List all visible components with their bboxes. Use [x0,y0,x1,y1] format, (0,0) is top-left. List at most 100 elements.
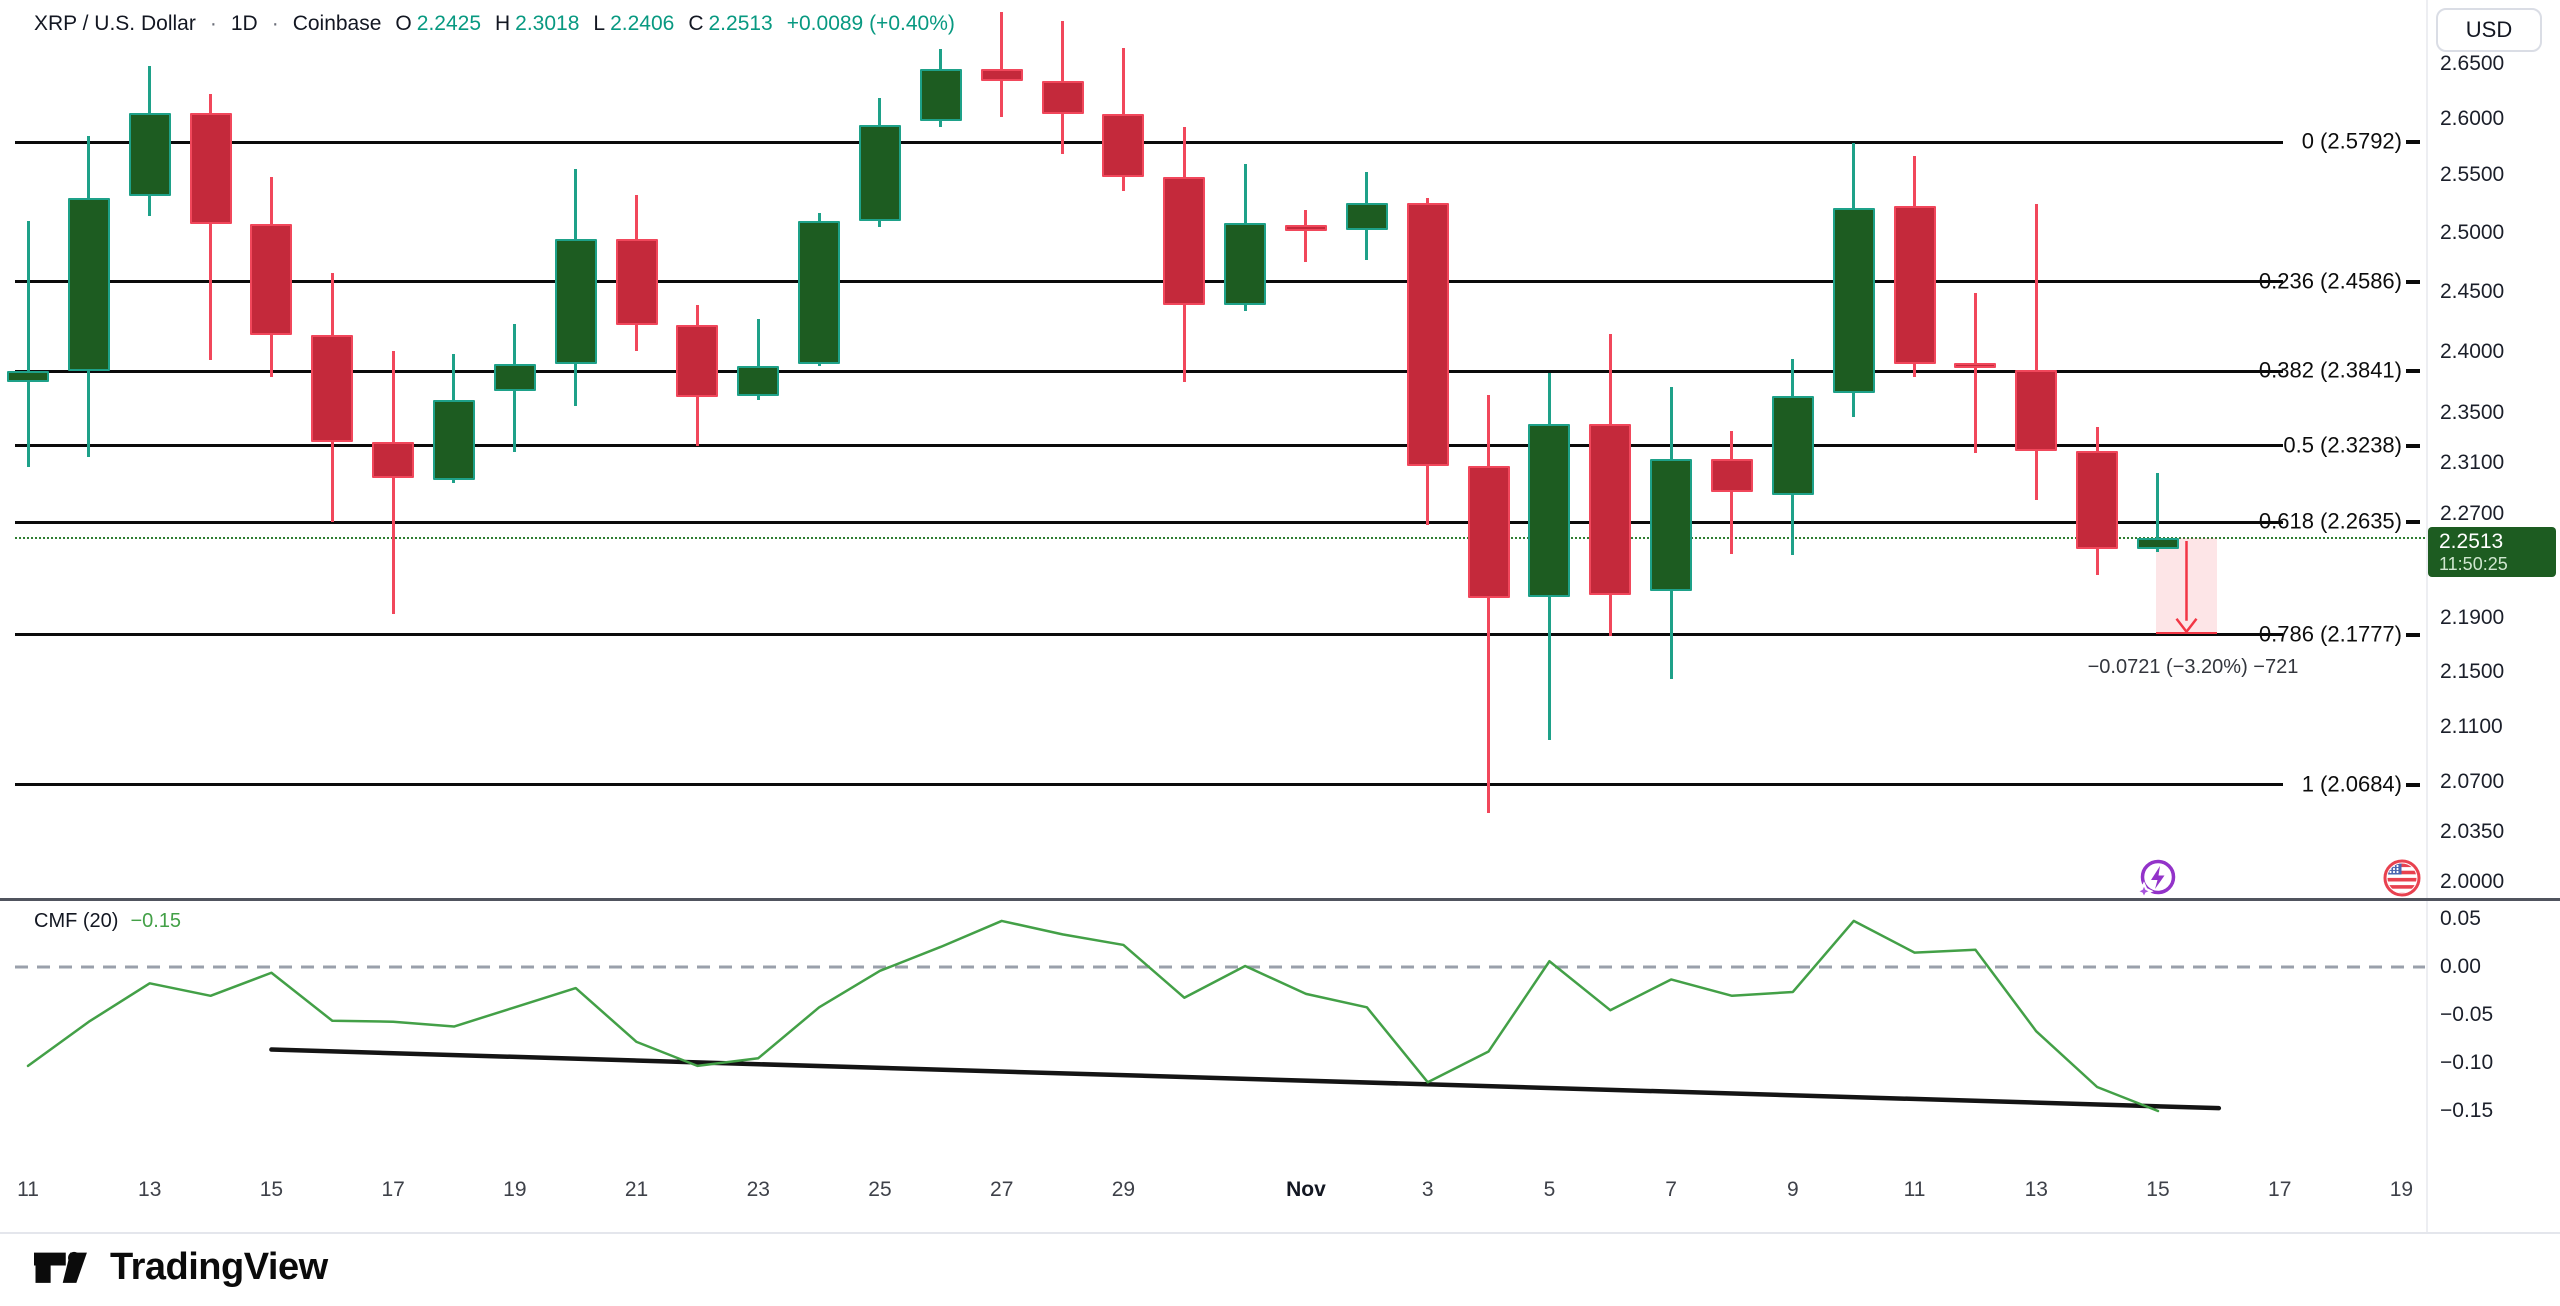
current-price: 2.2513 [2439,529,2504,553]
cmf-legend[interactable]: CMF (20) −0.15 [34,910,181,933]
fib-line[interactable] [15,140,2283,144]
candle-wick [756,319,760,400]
tradingview-logo-text: TradingView [110,1245,328,1288]
price-range-measure-box[interactable] [2155,538,2217,635]
fib-line[interactable] [15,783,2283,787]
change-value: +0.0089 (+0.40%) [786,12,955,35]
fib-axis-tick [2406,520,2420,525]
measure-label: −0.0721 (−3.20%) −721 [2087,656,2299,678]
candle-wick [1973,293,1977,454]
bar-countdown: 11:50:25 [2439,553,2508,574]
tradingview-logo[interactable]: TradingView [34,1244,328,1290]
time-tick: 25 [868,1178,892,1201]
candle-nov-10 [1832,207,1875,394]
candle-wick [2156,473,2160,552]
candle-oct-24 [798,221,841,364]
candle-nov-14 [2076,450,2119,549]
time-tick: 9 [1787,1178,1799,1201]
time-tick: 19 [2389,1178,2414,1201]
fib-line[interactable] [15,444,2283,448]
low-value: L 2.2406 [593,12,675,35]
candle-nov-7 [1650,459,1693,591]
close-value: C 2.2513 [688,12,773,35]
cmf-axis-tick: 0.05 [2440,907,2481,930]
candle-oct-26 [919,69,962,122]
fib-label: 0.786 (2.1777) [2258,621,2402,647]
high-value: H 2.3018 [495,12,580,35]
candle-nov-3 [1406,202,1449,466]
current-price-label[interactable]: 2.2513 11:50:25 [2428,527,2556,577]
candle-nov-5 [1528,424,1571,598]
candle-oct-21 [615,238,658,326]
fib-line[interactable] [15,280,2283,284]
fib-label: 0 (2.5792) [2301,128,2402,154]
candle-oct-11 [7,371,49,383]
candle-oct-16 [311,334,354,442]
sparkle-lightning-icon[interactable] [2135,856,2179,900]
candle-oct-23 [737,366,780,396]
fib-label: 0.5 (2.3238) [2283,432,2402,458]
candle-oct-19 [493,364,536,391]
price-tick: 2.6500 [2440,51,2505,75]
cmf-axis-tick: −0.10 [2440,1051,2494,1074]
candle-wick [1730,430,1734,554]
fib-axis-tick [2406,140,2420,145]
price-tick: 2.4000 [2440,339,2505,363]
price-tick: 2.2700 [2440,501,2505,525]
time-tick: 5 [1543,1178,1556,1201]
separator-dot: · [271,12,279,35]
cmf-pane[interactable] [0,901,2425,1150]
candle-oct-28 [1041,81,1084,115]
fib-line[interactable] [15,520,2283,524]
candle-nov-8 [1710,459,1753,493]
candle-wick [1487,394,1491,814]
candle-nov-6 [1589,424,1632,595]
fib-axis-tick [2406,279,2420,284]
candle-nov-11 [1893,206,1936,364]
time-tick: 11 [17,1178,39,1201]
candle-nov-4 [1467,465,1510,599]
symbol-legend[interactable]: XRP / U.S. Dollar · 1D · Coinbase O 2.242… [34,12,955,36]
time-tick: 15 [259,1178,284,1201]
time-tick: 7 [1665,1178,1677,1201]
cmf-name[interactable]: CMF (20) [34,910,119,932]
cmf-value: −0.15 [130,910,182,932]
time-tick: 13 [2024,1178,2048,1201]
time-tick: 23 [746,1178,770,1201]
time-tick: 11 [1903,1178,1926,1201]
time-tick: 15 [2146,1178,2170,1201]
current-price-line [15,537,2425,539]
time-tick: 3 [1421,1178,1434,1201]
price-tick: 2.0000 [2440,870,2505,894]
fib-line[interactable] [15,633,2283,637]
candle-oct-13 [128,113,171,197]
time-tick: 29 [1111,1178,1136,1201]
axis-border [2426,0,2428,1232]
currency-toggle-button[interactable]: USD [2436,8,2542,52]
symbol-name[interactable]: XRP / U.S. Dollar [34,12,196,35]
candle-nov-15 [2136,538,2179,550]
candle-nov-9 [1771,395,1814,495]
candle-wick [1304,209,1308,263]
time-tick: 13 [138,1178,162,1201]
timeframe[interactable]: 1D [230,12,258,35]
price-tick: 2.0350 [2440,819,2505,843]
price-pane[interactable] [0,0,2425,898]
candle-oct-12 [67,198,110,372]
price-tick: 2.6000 [2440,106,2505,130]
time-tick: 17 [381,1178,405,1201]
fib-label: 0.236 (2.4586) [2258,268,2402,294]
candle-oct-27 [980,69,1023,82]
us-flag-event-icon[interactable] [2382,858,2422,898]
fib-line[interactable] [15,369,2283,373]
fib-axis-tick [2406,632,2420,637]
time-axis[interactable] [0,1150,2425,1232]
candle-wick [391,350,395,615]
price-tick: 2.3100 [2440,451,2505,475]
candle-oct-31 [1224,222,1267,305]
tradingview-logo-icon [34,1251,87,1283]
pane-separator[interactable] [0,898,2560,901]
fib-axis-tick [2406,369,2420,374]
open-value: O 2.2425 [395,12,481,35]
candle-oct-29 [1102,114,1145,177]
